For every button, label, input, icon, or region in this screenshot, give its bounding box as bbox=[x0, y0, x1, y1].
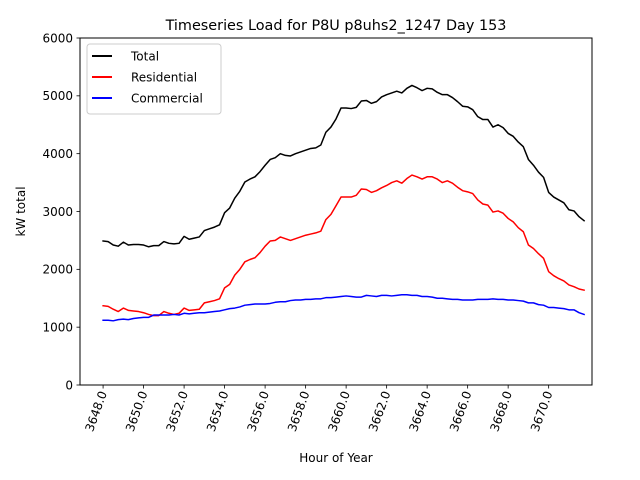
y-axis: 0 1000 2000 3000 4000 5000 6000 bbox=[42, 31, 80, 392]
y-tick-label: 6000 bbox=[42, 31, 73, 45]
chart-title: Timeseries Load for P8U p8uhs2_1247 Day … bbox=[165, 18, 507, 34]
legend: Total Residential Commercial bbox=[86, 43, 222, 115]
series-layer bbox=[102, 84, 586, 322]
legend-label-commercial: Commercial bbox=[131, 92, 203, 106]
series-line-total bbox=[102, 84, 586, 248]
legend-label-residential: Residential bbox=[131, 71, 197, 85]
legend-frame bbox=[86, 43, 222, 115]
y-tick-label: 4000 bbox=[42, 147, 73, 161]
series-line-residential bbox=[102, 174, 585, 317]
y-tick-label: 1000 bbox=[42, 320, 73, 334]
legend-label-total: Total bbox=[130, 50, 159, 64]
y-tick-label: 3000 bbox=[42, 205, 73, 219]
legend-entries: Total Residential Commercial bbox=[92, 50, 203, 106]
y-tick-label: 5000 bbox=[42, 89, 73, 103]
y-axis-title: kW total bbox=[14, 186, 28, 236]
y-tick-label: 0 bbox=[65, 378, 73, 392]
x-axis-title: Hour of Year bbox=[299, 451, 373, 465]
y-tick-label: 2000 bbox=[42, 263, 73, 277]
series-line-commercial bbox=[102, 294, 586, 322]
